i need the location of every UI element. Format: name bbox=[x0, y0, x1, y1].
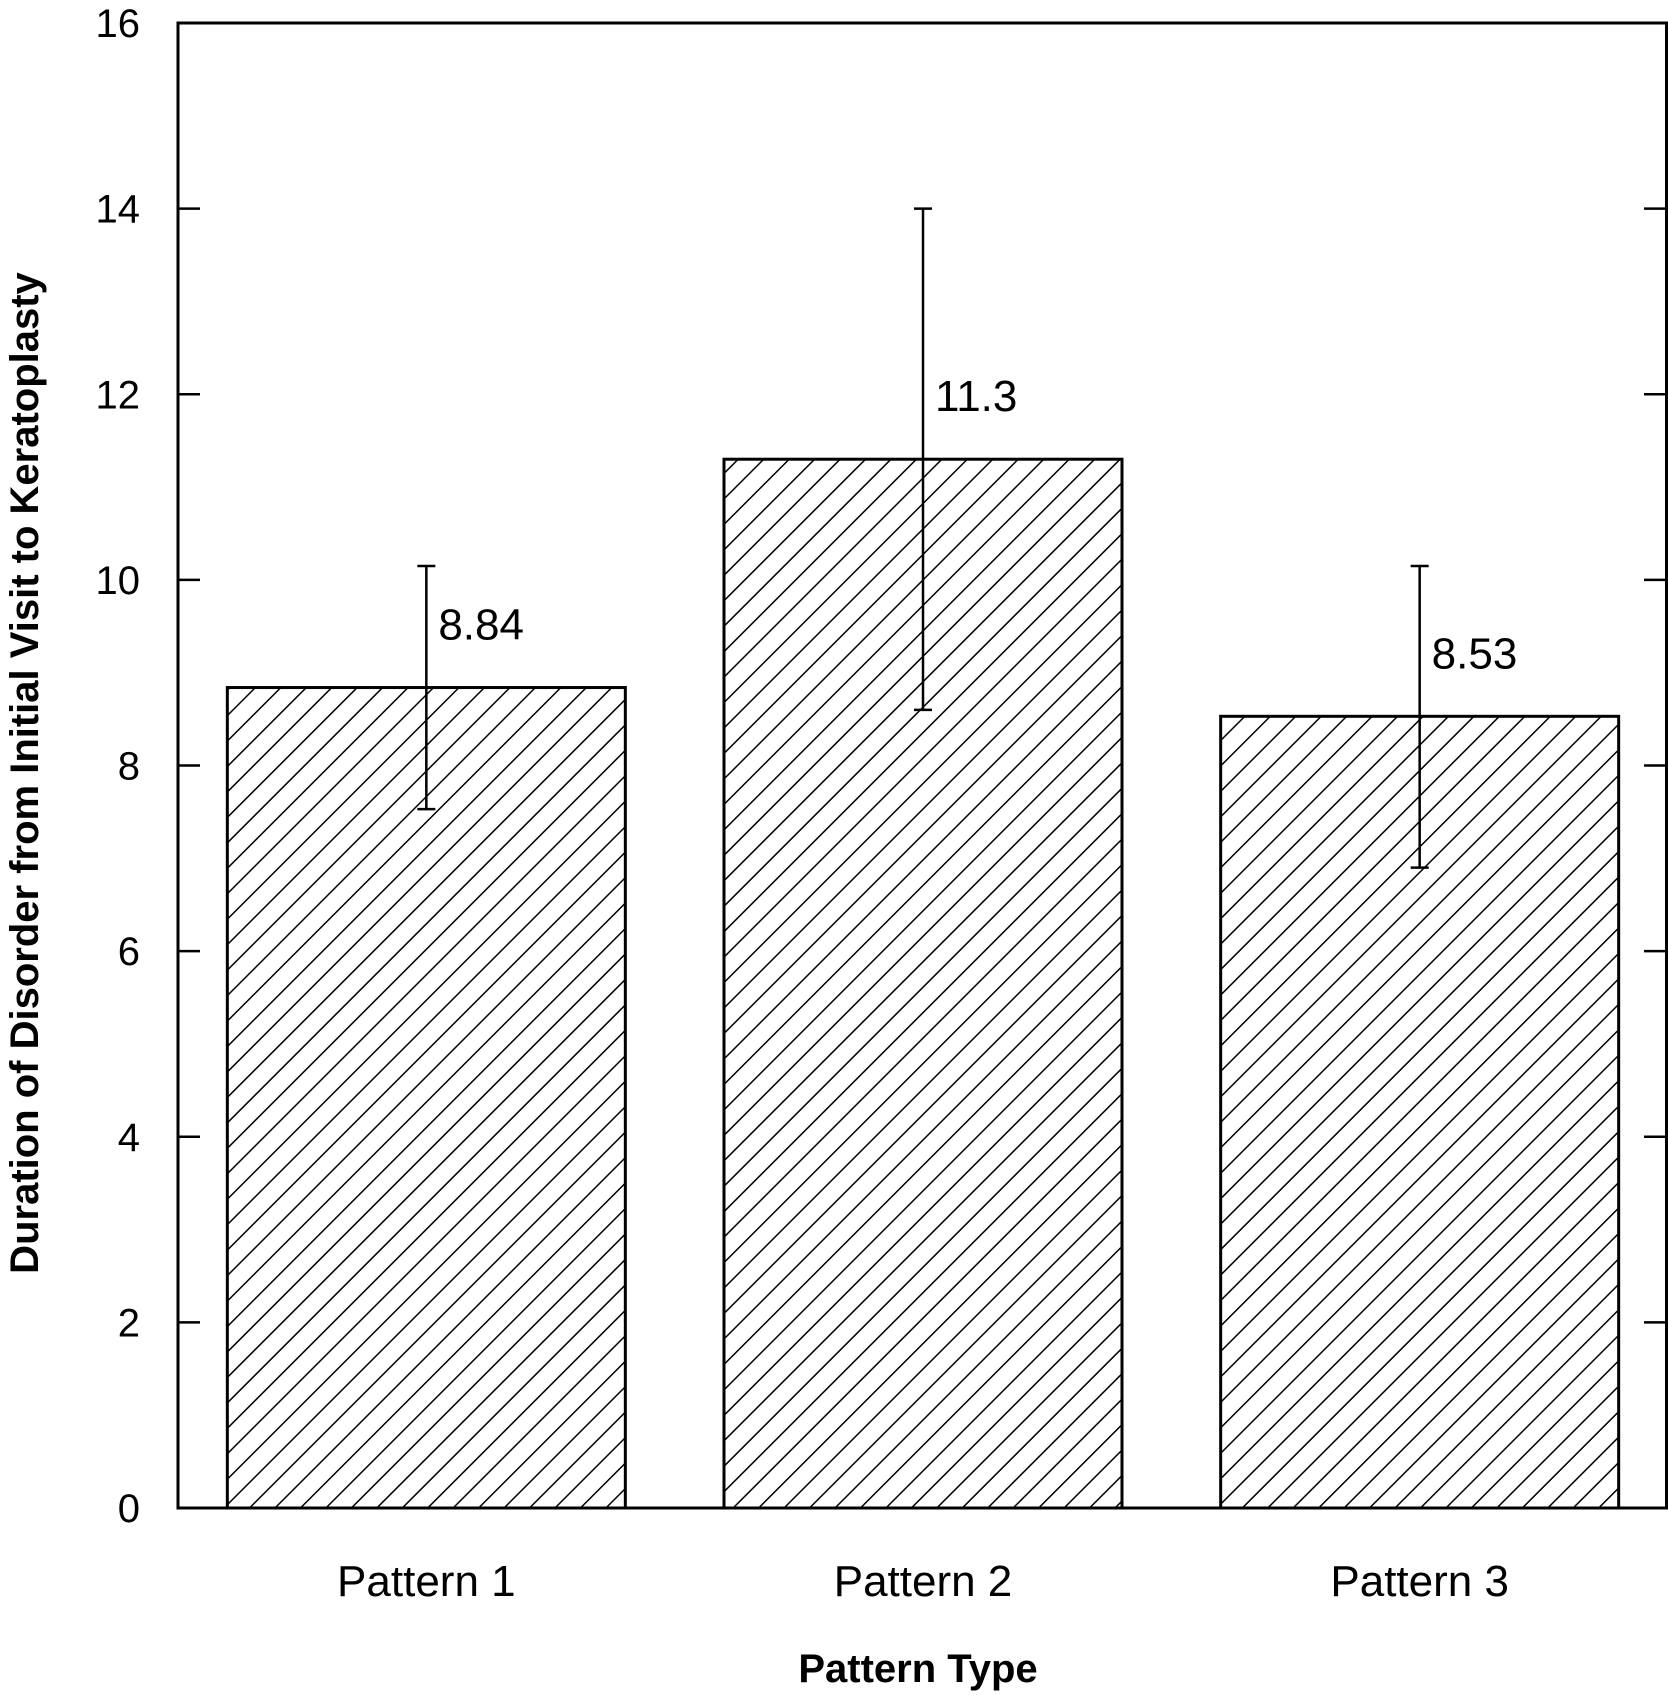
x-axis-title: Pattern Type bbox=[798, 1647, 1037, 1691]
y-tick-label: 14 bbox=[96, 188, 141, 232]
y-tick-label: 2 bbox=[118, 1301, 140, 1345]
data-label: 8.53 bbox=[1432, 629, 1518, 678]
y-axis-title: Duration of Disorder from Initial Visit … bbox=[3, 271, 47, 1273]
x-tick-label: Pattern 1 bbox=[337, 1557, 516, 1606]
x-tick-label: Pattern 3 bbox=[1330, 1557, 1509, 1606]
data-label: 11.3 bbox=[935, 372, 1017, 421]
y-tick-label: 4 bbox=[118, 1116, 140, 1160]
y-tick-label: 12 bbox=[96, 373, 141, 417]
y-tick-label: 6 bbox=[118, 930, 140, 974]
y-tick-label: 8 bbox=[118, 745, 140, 789]
y-tick-label: 0 bbox=[118, 1487, 140, 1531]
data-label: 8.84 bbox=[438, 601, 524, 650]
y-tick-label: 10 bbox=[96, 559, 141, 603]
y-tick-label: 16 bbox=[96, 2, 141, 46]
x-tick-label: Pattern 2 bbox=[834, 1557, 1013, 1606]
bar bbox=[225, 686, 627, 1510]
